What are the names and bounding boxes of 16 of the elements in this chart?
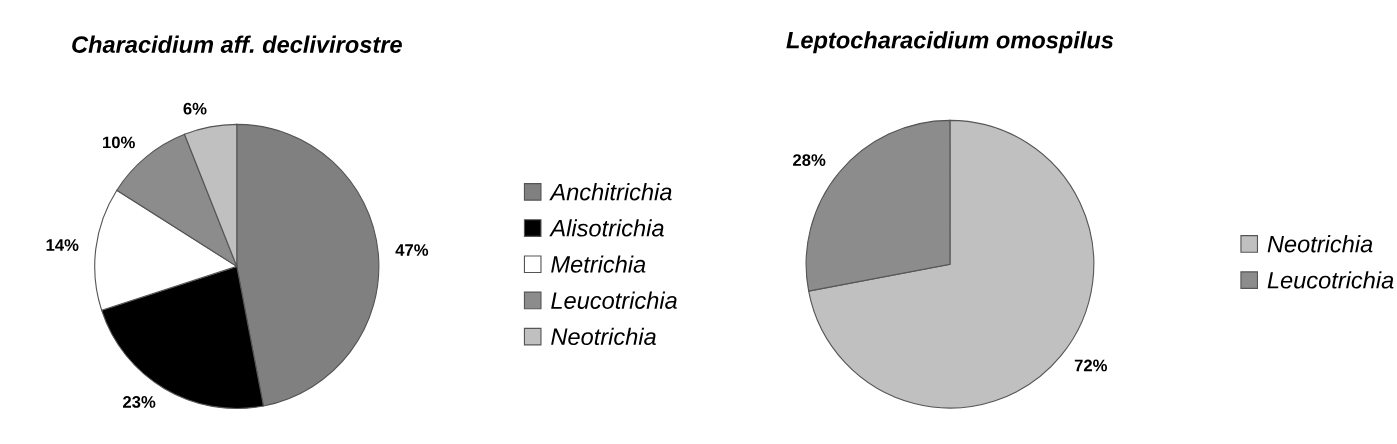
legend-label: Metrichia [551, 255, 646, 273]
data-label: 14% [46, 239, 79, 251]
data-label: 23% [123, 396, 156, 408]
data-label: 72% [1074, 359, 1108, 372]
data-label: 10% [103, 136, 135, 149]
legend-label: Alisotrichia [549, 219, 664, 237]
legend-label: Neotrichia [1267, 235, 1373, 253]
chart-title: Leptocharacidium omospilus [786, 31, 1114, 54]
data-label: 28% [793, 154, 826, 166]
legend-label: Leucotrichia [551, 291, 677, 309]
legend-label: Leucotrichia [1267, 271, 1394, 289]
data-label: 6% [183, 102, 207, 115]
chart-title: Characidium aff. declivirostre [72, 35, 402, 53]
data-label: 47% [395, 244, 429, 256]
legend-label: Anchitrichia [549, 183, 672, 201]
legend-label: Neotrichia [551, 327, 656, 346]
